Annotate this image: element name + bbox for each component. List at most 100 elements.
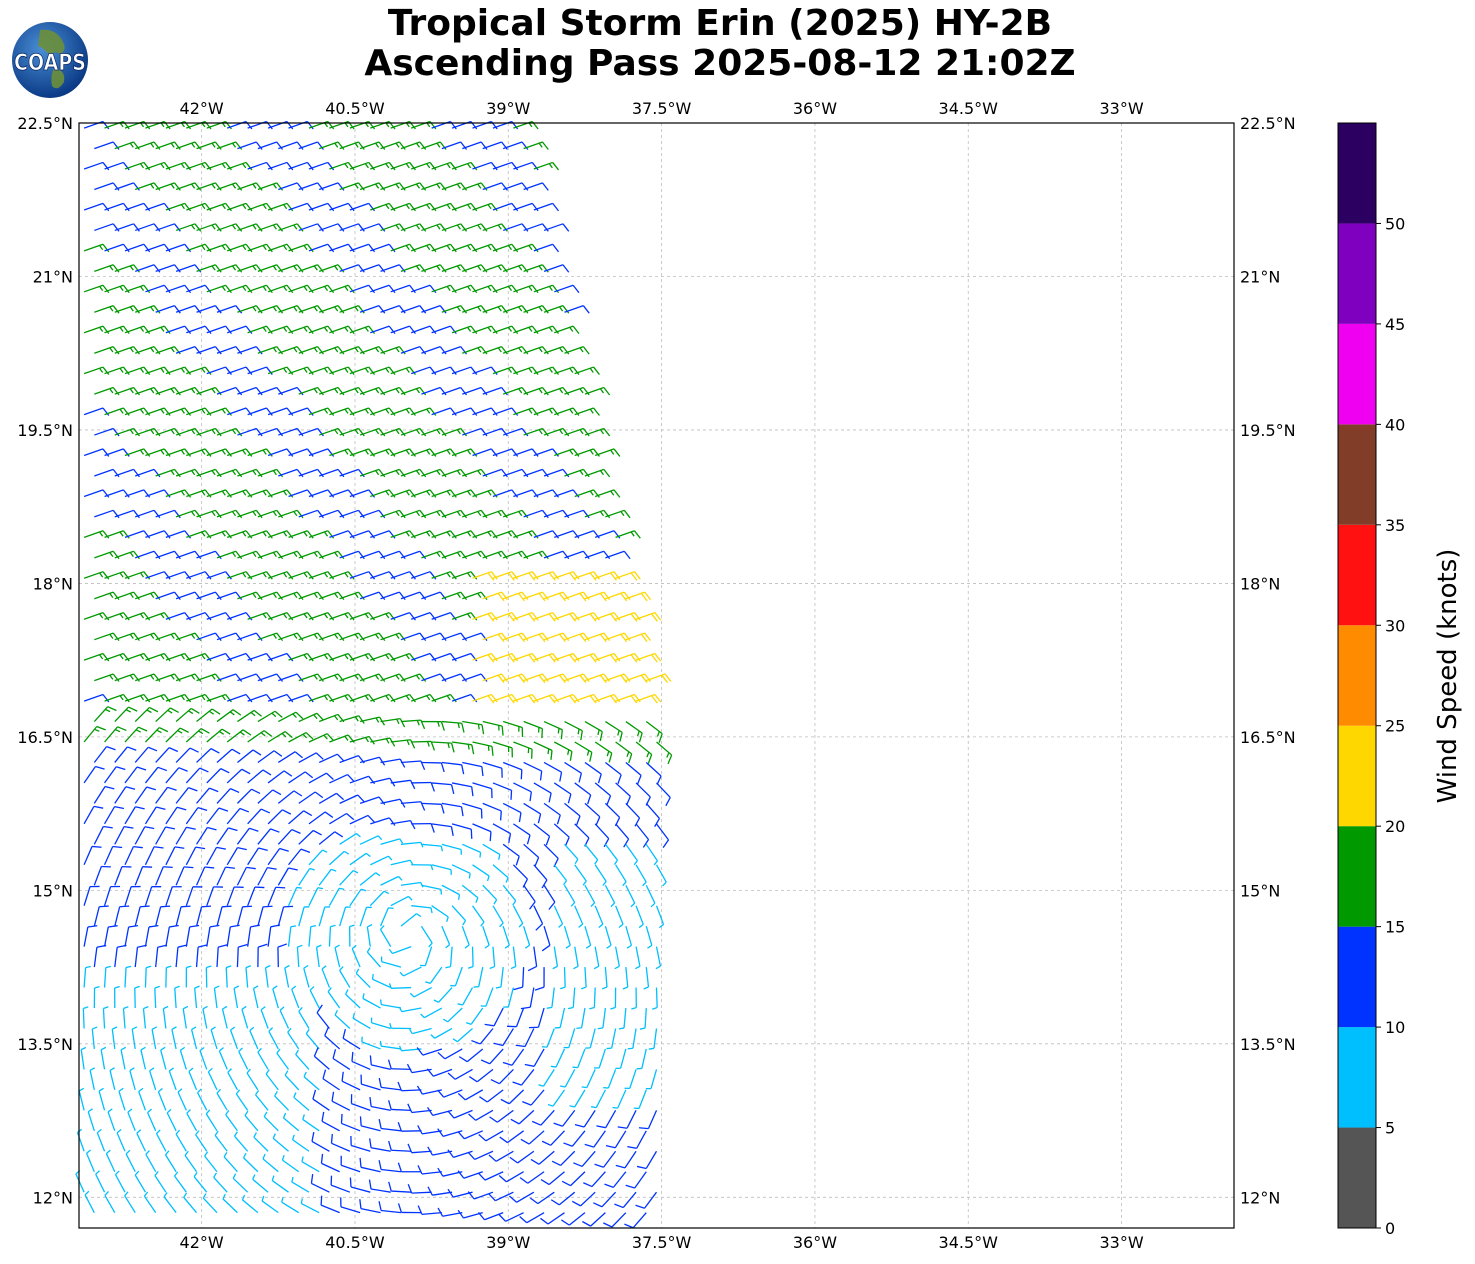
wind-barb: [135, 305, 161, 314]
wind-barb: [645, 721, 663, 743]
wind-barb: [533, 530, 560, 539]
wind-barb: [420, 925, 433, 948]
wind-barb: [543, 550, 570, 560]
wind-barb: [288, 810, 313, 825]
wind-barb: [543, 884, 556, 910]
wind-barb: [492, 448, 519, 457]
wind-barb: [225, 965, 232, 988]
wind-barb: [339, 264, 365, 273]
wind-barb: [627, 1130, 647, 1149]
wind-barb: [145, 284, 171, 294]
wind-barb: [554, 366, 580, 375]
wind-barb: [303, 964, 310, 988]
wind-barb: [468, 1068, 494, 1083]
wind-barb: [380, 875, 403, 886]
wind-barb: [441, 305, 468, 314]
wind-barb: [242, 1152, 259, 1173]
wind-barb: [288, 652, 314, 662]
wind-barb: [564, 802, 581, 826]
wind-barb: [329, 325, 355, 335]
wind-barb: [656, 782, 671, 807]
wind-barb: [216, 550, 243, 560]
wind-barb: [451, 161, 478, 171]
wind-barb: [93, 985, 100, 1009]
wind-barb: [645, 843, 658, 866]
wind-barb: [318, 632, 345, 641]
wind-barb: [124, 925, 139, 947]
wind-barb: [441, 632, 468, 641]
wind-barb: [349, 284, 376, 294]
wind-barb: [547, 1089, 566, 1107]
wind-barb: [410, 571, 437, 580]
wind-barb: [594, 652, 621, 663]
wind-barb: [379, 999, 402, 1009]
wind-barb: [523, 591, 549, 602]
wind-barb: [655, 905, 665, 929]
wind-barb: [543, 761, 563, 782]
wind-barb: [411, 905, 433, 914]
wind-barb: [157, 1088, 167, 1111]
wind-barb: [318, 906, 331, 927]
wind-barb: [104, 161, 130, 171]
wind-barb: [265, 1069, 279, 1091]
wind-barb: [186, 325, 212, 335]
wind-barb: [430, 1027, 453, 1039]
colorbar-bin: [1338, 1027, 1376, 1128]
wind-barb: [278, 386, 304, 396]
wind-barb: [359, 872, 381, 886]
wind-barb: [318, 182, 345, 191]
wind-barb: [83, 202, 110, 212]
wind-barb: [584, 884, 596, 907]
wind-barb: [318, 264, 345, 273]
lat-tick-label: 19.5°N: [1240, 421, 1296, 440]
wind-barb: [451, 823, 473, 839]
wind-barb: [431, 325, 457, 335]
wind-barb: [267, 243, 294, 253]
wind-barb: [93, 944, 107, 968]
wind-barb: [318, 223, 345, 232]
wind-barb: [523, 884, 536, 910]
wind-barb: [416, 1047, 443, 1056]
wind-barb: [206, 571, 232, 580]
wind-barb: [421, 509, 447, 519]
wind-barb: [451, 243, 478, 253]
wind-barb: [267, 366, 294, 375]
wind-barb: [267, 730, 293, 743]
wind-barb: [291, 1134, 310, 1152]
wind-barb: [83, 885, 100, 906]
wind-barb: [380, 632, 406, 641]
wind-barb: [288, 612, 314, 621]
wind-barb: [442, 1007, 463, 1023]
wind-barb: [302, 1114, 320, 1132]
wind-barb: [114, 427, 140, 437]
wind-barb: [431, 905, 449, 923]
wind-barb: [380, 550, 406, 560]
wind-barb: [257, 632, 284, 641]
wind-barb: [368, 1179, 391, 1193]
wind-barb: [349, 693, 376, 703]
wind-barb: [615, 741, 633, 764]
wind-barb: [163, 1192, 177, 1214]
wind-barb: [267, 924, 281, 947]
wind-barb: [431, 161, 457, 171]
lon-tick-label: 39°W: [486, 99, 530, 118]
wind-barb: [409, 986, 432, 998]
wind-barb: [144, 965, 152, 988]
wind-barb: [257, 141, 284, 150]
wind-barb: [441, 468, 468, 478]
wind-barb: [472, 489, 498, 498]
wind-barb: [574, 905, 584, 928]
wind-barb: [513, 782, 532, 802]
colorbar-bin: [1338, 323, 1376, 425]
wind-barb: [533, 448, 560, 457]
wind-barb: [359, 550, 386, 560]
wind-barb: [427, 1186, 453, 1196]
wind-barb: [533, 325, 560, 335]
wind-barb: [482, 345, 508, 355]
wind-barb: [594, 905, 604, 928]
wind-barb: [278, 182, 304, 191]
wind-barb: [564, 509, 590, 519]
wind-barb: [206, 846, 226, 866]
wind-barb: [334, 1009, 351, 1029]
wind-barb: [226, 729, 252, 743]
